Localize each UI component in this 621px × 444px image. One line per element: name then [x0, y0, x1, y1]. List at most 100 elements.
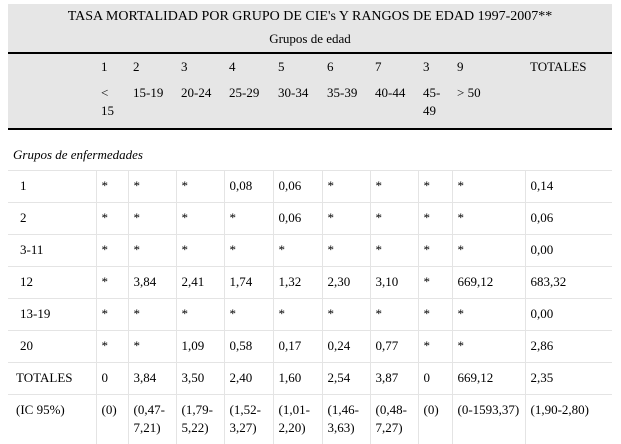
cell: * [322, 171, 370, 203]
cell: * [370, 171, 418, 203]
corner [8, 53, 96, 80]
cell: * [96, 235, 128, 267]
section-label: Grupos de enfermedades [8, 129, 612, 171]
cell: 1,32 [273, 267, 322, 299]
age-range: 30-34 [273, 80, 322, 124]
data-row: 13-19*********0,00 [8, 299, 612, 331]
cell: 0,06 [525, 203, 612, 235]
cell: * [418, 171, 452, 203]
cell: * [224, 299, 273, 331]
cell: * [176, 235, 224, 267]
subtitle-row: Grupos de edad [8, 28, 612, 53]
cell: 2,30 [322, 267, 370, 299]
cell: * [418, 299, 452, 331]
cell: * [128, 235, 176, 267]
row-label: 12 [8, 267, 96, 299]
cell: * [128, 171, 176, 203]
cell: * [176, 203, 224, 235]
cell: (1,01-2,20) [273, 395, 322, 444]
cell: 0 [418, 363, 452, 395]
cell: * [322, 203, 370, 235]
age-group-number: 4 [224, 53, 273, 80]
cell: 1,09 [176, 331, 224, 363]
mortality-table: TASA MORTALIDAD POR GRUPO DE CIE's Y RAN… [8, 4, 612, 444]
cell: (1,52-3,27) [224, 395, 273, 444]
row-label: 20 [8, 331, 96, 363]
title-row: TASA MORTALIDAD POR GRUPO DE CIE's Y RAN… [8, 4, 612, 28]
age-range: 20-24 [176, 80, 224, 124]
cell: * [370, 203, 418, 235]
cell: (0) [418, 395, 452, 444]
age-group-number: 2 [128, 53, 176, 80]
cell: 3,84 [128, 267, 176, 299]
cell: 669,12 [452, 363, 525, 395]
cell: 1,60 [273, 363, 322, 395]
cell: 0 [96, 363, 128, 395]
cell: 0,77 [370, 331, 418, 363]
cell: * [452, 299, 525, 331]
cell: (1,90-2,80) [525, 395, 612, 444]
cell: (1,46-3,63) [322, 395, 370, 444]
age-range: > 50 [452, 80, 525, 124]
title: TASA MORTALIDAD POR GRUPO DE CIE's Y RAN… [8, 4, 612, 28]
cell: (1,79-5,22) [176, 395, 224, 444]
cell: * [96, 331, 128, 363]
cell: (0) [96, 395, 128, 444]
cell: * [273, 235, 322, 267]
cell: * [96, 299, 128, 331]
cell: 0,00 [525, 235, 612, 267]
row-label: (IC 95%) [8, 395, 96, 444]
cell: * [128, 203, 176, 235]
cell: 0,17 [273, 331, 322, 363]
cell: 683,32 [525, 267, 612, 299]
cell: * [176, 171, 224, 203]
age-range: 25-29 [224, 80, 273, 124]
cell: * [273, 299, 322, 331]
corner [8, 80, 96, 124]
cell: * [96, 203, 128, 235]
cell: * [224, 203, 273, 235]
cell: 2,86 [525, 331, 612, 363]
cell: 3,50 [176, 363, 224, 395]
age-range: < 15 [96, 80, 128, 124]
cell: 0,08 [224, 171, 273, 203]
row-label: 13-19 [8, 299, 96, 331]
cell: * [96, 267, 128, 299]
cell: * [176, 299, 224, 331]
cell: 669,12 [452, 267, 525, 299]
age-group-number: 3 [418, 53, 452, 80]
cell: 3,10 [370, 267, 418, 299]
age-range: 45-49 [418, 80, 452, 124]
age-range: 35-39 [322, 80, 370, 124]
cell: * [322, 299, 370, 331]
cell: 2,35 [525, 363, 612, 395]
cell: * [128, 331, 176, 363]
cell: (0-1593,37) [452, 395, 525, 444]
row-label: 2 [8, 203, 96, 235]
cell: 3,87 [370, 363, 418, 395]
cell: * [224, 235, 273, 267]
cell: * [128, 299, 176, 331]
cell: * [322, 235, 370, 267]
cell: 0,58 [224, 331, 273, 363]
cell: 2,40 [224, 363, 273, 395]
cell: * [370, 235, 418, 267]
subtitle: Grupos de edad [8, 28, 612, 53]
cell: * [418, 235, 452, 267]
section-row: Grupos de enfermedades [8, 129, 612, 171]
cell: (0,47-7,21) [128, 395, 176, 444]
cell: * [418, 331, 452, 363]
cell: 0,06 [273, 171, 322, 203]
table-body: TASA MORTALIDAD POR GRUPO DE CIE's Y RAN… [8, 4, 612, 444]
cell: * [452, 171, 525, 203]
cell: (0,48-7,27) [370, 395, 418, 444]
age-group-number: 1 [96, 53, 128, 80]
age-range: 15-19 [128, 80, 176, 124]
cell: * [418, 267, 452, 299]
age-group-number: 6 [322, 53, 370, 80]
cell: * [370, 299, 418, 331]
